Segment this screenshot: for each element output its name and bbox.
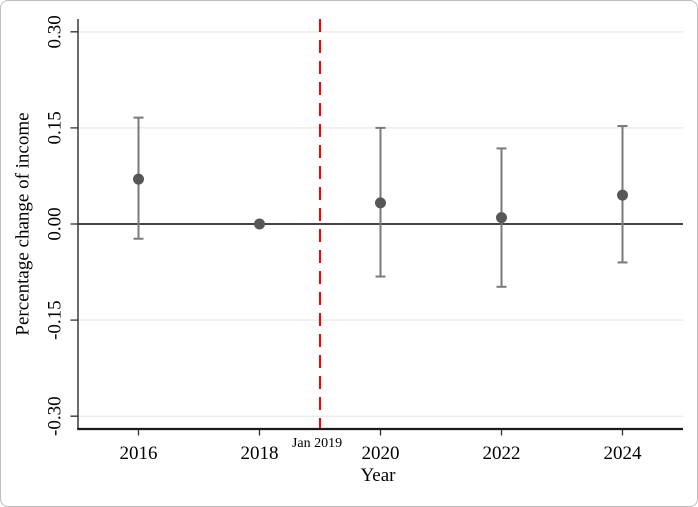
data-point-2018 [254, 218, 265, 230]
x-tick-label-2020: 2020 [362, 443, 400, 464]
x-tick-label-2016: 2016 [120, 443, 158, 464]
y-tick-label: -0.30 [45, 396, 66, 436]
x-axis-title: Year [360, 465, 396, 486]
data-point-2020 [375, 197, 386, 209]
y-tick-label: 0.00 [45, 207, 66, 240]
reference-line-label: Jan 2019 [292, 436, 342, 451]
y-tick-label: 0.30 [45, 15, 66, 48]
y-tick-label: 0.15 [45, 111, 66, 144]
y-axis-title: Percentage change of income [13, 112, 34, 335]
data-point-2024 [617, 189, 628, 201]
data-point-2016 [133, 173, 144, 185]
data-point-2022 [496, 212, 507, 224]
x-tick-label-2024: 2024 [604, 443, 643, 464]
x-tick-label-2022: 2022 [483, 443, 521, 464]
y-tick-label: -0.15 [45, 300, 66, 340]
x-tick-label-2018: 2018 [241, 443, 279, 464]
